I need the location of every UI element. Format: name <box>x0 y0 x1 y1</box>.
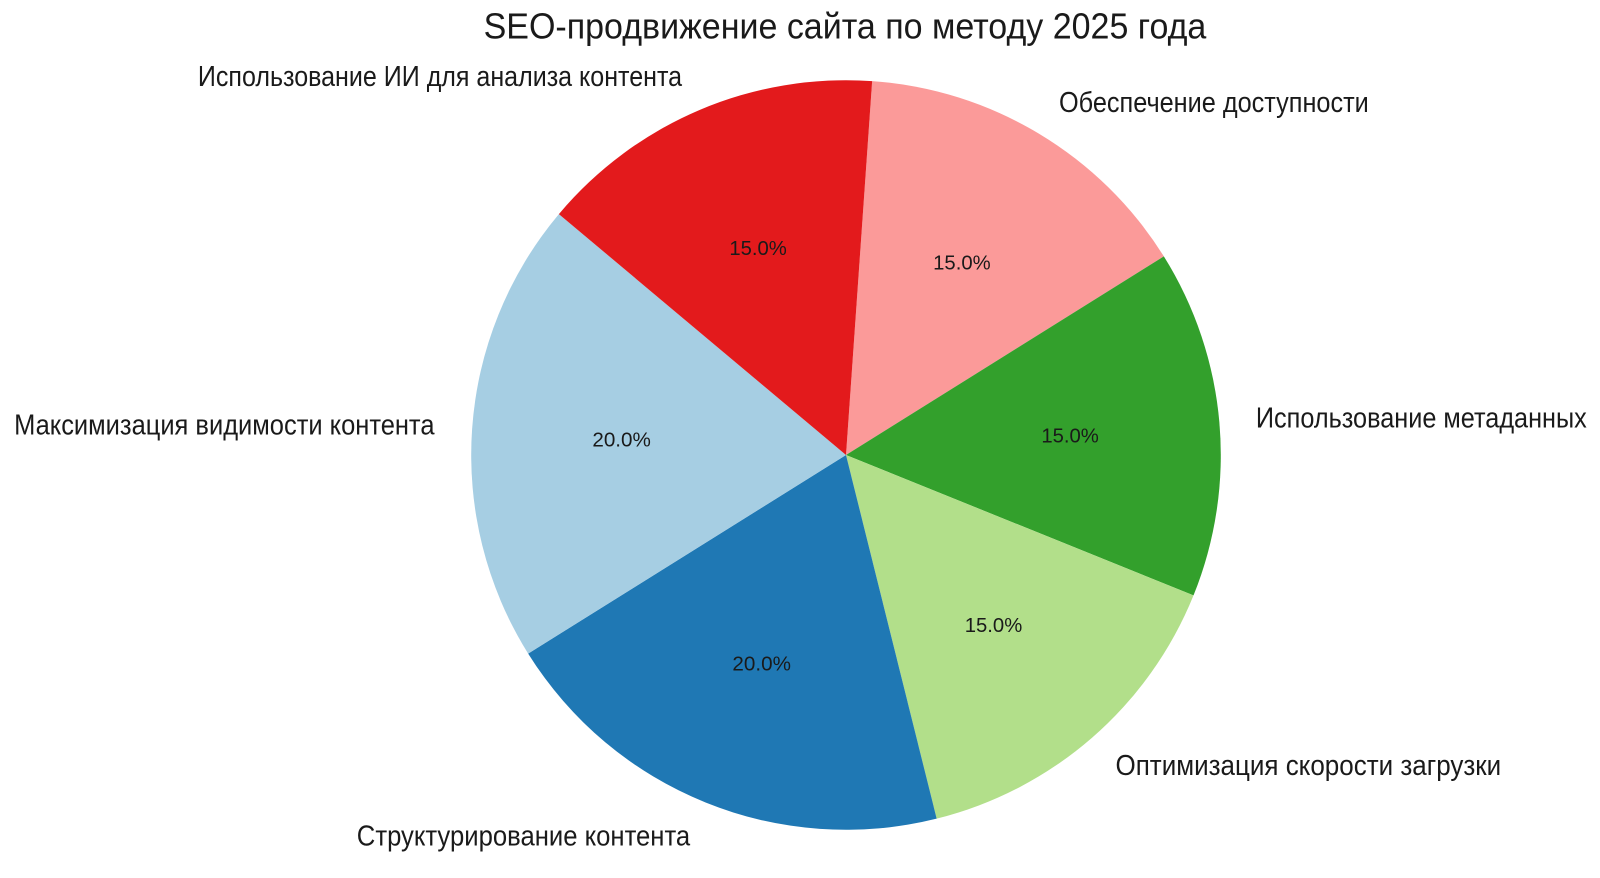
svg-text:Использование метаданных: Использование метаданных <box>1256 402 1587 434</box>
svg-text:Использование ИИ для анализа к: Использование ИИ для анализа контента <box>198 61 683 93</box>
svg-text:15.0%: 15.0% <box>729 238 787 260</box>
svg-text:Структурирование контента: Структурирование контента <box>357 820 691 852</box>
svg-text:SEO-продвижение сайта по метод: SEO-продвижение сайта по методу 2025 год… <box>484 5 1208 46</box>
svg-text:20.0%: 20.0% <box>592 429 651 451</box>
svg-text:Максимизация видимости контент: Максимизация видимости контента <box>14 410 435 442</box>
svg-text:Оптимизация скорости загрузки: Оптимизация скорости загрузки <box>1116 750 1502 782</box>
svg-text:Обеспечение доступности: Обеспечение доступности <box>1059 87 1369 119</box>
svg-text:15.0%: 15.0% <box>965 615 1023 637</box>
svg-text:15.0%: 15.0% <box>1041 425 1099 447</box>
svg-text:15.0%: 15.0% <box>933 252 991 274</box>
svg-text:20.0%: 20.0% <box>732 654 791 676</box>
